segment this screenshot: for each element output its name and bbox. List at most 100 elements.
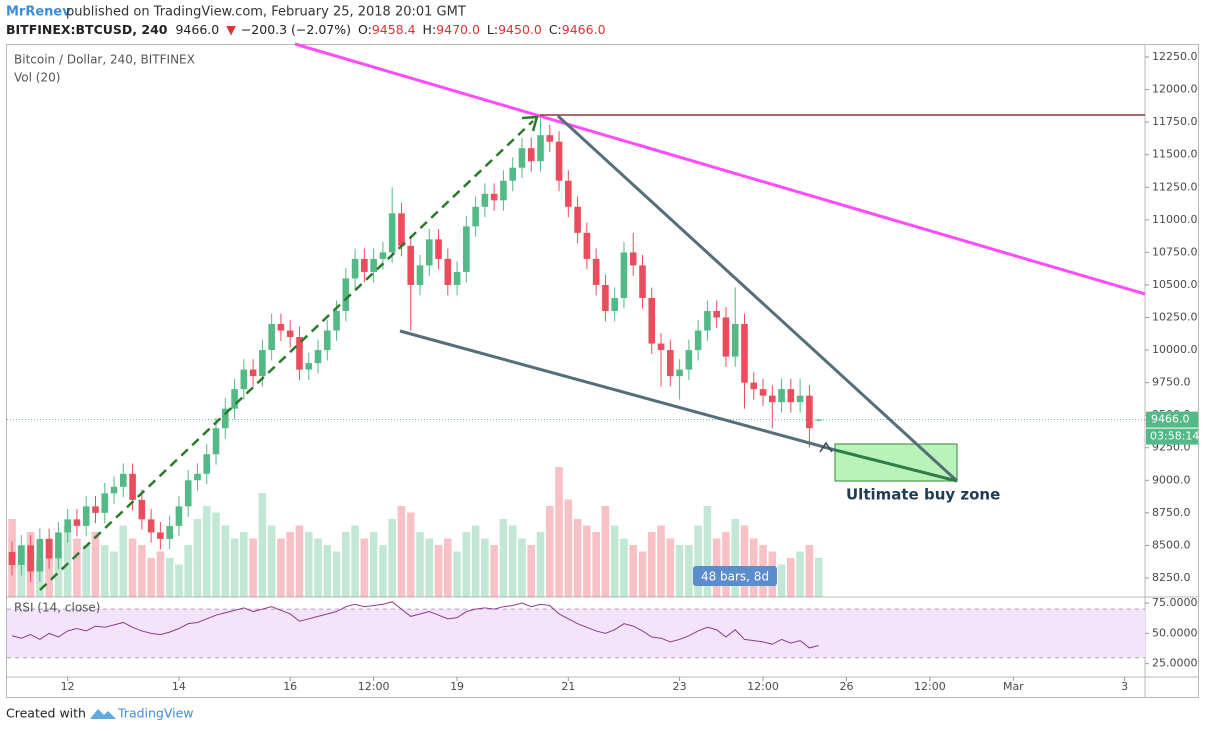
volume-bar: [110, 551, 118, 597]
volume-bar: [63, 525, 72, 597]
candle-body: [787, 389, 795, 403]
candle-body: [407, 245, 415, 285]
h-value: 9470.0: [436, 22, 480, 37]
footer-created: Created with: [6, 706, 86, 721]
volume-bar: [73, 538, 81, 597]
o-label: O:: [358, 22, 372, 37]
volume-bar: [444, 538, 452, 597]
rsi-tick-label: 50.0000: [1152, 626, 1198, 639]
candle-body: [546, 135, 554, 142]
x-tick-label: 14: [172, 680, 186, 693]
volume-title: Vol (20): [14, 71, 60, 85]
last-price-label: 9466.0: [1151, 413, 1190, 426]
x-tick-label: 3: [1121, 680, 1128, 693]
volume-bar: [184, 545, 193, 597]
candle-body: [55, 532, 62, 559]
frame: [6, 44, 1199, 698]
candle-body: [565, 180, 572, 207]
volume-bar: [434, 545, 443, 597]
volume-bar: [267, 525, 276, 597]
candle-body: [815, 419, 822, 421]
y-tick-label: 8750.0: [1152, 506, 1191, 519]
volume-bar: [518, 538, 526, 597]
volume-bar: [722, 532, 730, 597]
candle-body: [36, 538, 44, 572]
candle-body: [704, 310, 711, 331]
wedge-projection: [834, 448, 958, 483]
countdown-label: 03:58:14: [1150, 430, 1199, 443]
volume-bar: [573, 519, 582, 597]
trendline-magenta: [294, 42, 1146, 296]
candle-body: [759, 389, 767, 396]
volume-bar: [777, 564, 786, 597]
y-tick-label: 11250.0: [1152, 180, 1198, 193]
volume-bar: [295, 525, 304, 597]
candle-body: [351, 258, 359, 279]
candle-body: [92, 506, 99, 513]
rsi-line: [11, 601, 819, 649]
candle-body: [212, 428, 220, 455]
rsi-tick-label: 25.0000: [1152, 657, 1198, 670]
y-tick-label: 8250.0: [1152, 571, 1191, 584]
x-tick-label: 12:00: [914, 680, 946, 693]
last-price-tag: [1146, 411, 1198, 428]
candle-body: [806, 395, 813, 429]
x-tick-label: 12: [61, 680, 75, 693]
candle-body: [676, 369, 683, 377]
candle-body: [203, 454, 211, 474]
author: MrRenev: [6, 5, 71, 20]
volume-bar: [175, 564, 183, 597]
series-title: Bitcoin / Dollar, 240, BITFINEX: [14, 53, 195, 67]
candle-body: [323, 330, 331, 351]
volume-bar: [258, 493, 267, 597]
volume-bar: [694, 525, 702, 597]
volume-bar: [425, 538, 434, 597]
volume-bar: [638, 551, 647, 597]
volume-bar: [304, 532, 313, 597]
volume-bar: [685, 545, 693, 597]
candle-body: [778, 389, 785, 403]
volume-bar: [787, 558, 795, 597]
volume-bar: [499, 519, 508, 597]
plot: 8250.08500.08750.09000.09250.09500.09750…: [7, 50, 1199, 693]
volume-bar: [193, 519, 202, 597]
x-tick-label: 12:00: [358, 680, 390, 693]
candle-body: [481, 193, 489, 207]
volume-bar: [657, 525, 665, 597]
candle-body: [537, 135, 544, 162]
symbol: BITFINEX:BTCUSD, 240: [6, 22, 168, 37]
candle-body: [268, 324, 275, 351]
y-tick-label: 10000.0: [1152, 343, 1198, 356]
candle-body: [416, 265, 424, 285]
x-tick-label: 21: [561, 680, 575, 693]
candle-body: [120, 473, 127, 487]
candle-body: [750, 382, 758, 390]
volume-bar: [54, 551, 63, 597]
volume-bar: [221, 525, 230, 597]
y-tick-label: 8500.0: [1152, 538, 1191, 551]
candle-body: [629, 252, 637, 266]
volume-bar: [240, 532, 248, 597]
volume-bar: [453, 551, 461, 597]
rally-arrow: [39, 120, 534, 591]
volume-bar: [286, 532, 294, 597]
y-tick-label: 11500.0: [1152, 148, 1198, 161]
volume-bar: [471, 525, 480, 597]
candle-body: [231, 389, 238, 409]
y-tick-label: 11750.0: [1152, 115, 1198, 128]
volume-bar: [332, 551, 341, 597]
candle-body: [667, 350, 674, 377]
volume-bar: [351, 525, 359, 597]
candle-body: [425, 239, 433, 266]
published: published on TradingView.com, February 2…: [66, 5, 466, 20]
candle-body: [768, 395, 776, 403]
o-value: 9458.4: [372, 22, 416, 37]
candle-body: [64, 519, 71, 533]
y-tick-label: 12250.0: [1152, 50, 1198, 63]
candle-body: [314, 350, 322, 364]
candle-body: [45, 538, 53, 559]
footer-brand: TradingView: [117, 706, 194, 721]
candle-body: [27, 545, 34, 572]
candle-body: [527, 148, 535, 162]
